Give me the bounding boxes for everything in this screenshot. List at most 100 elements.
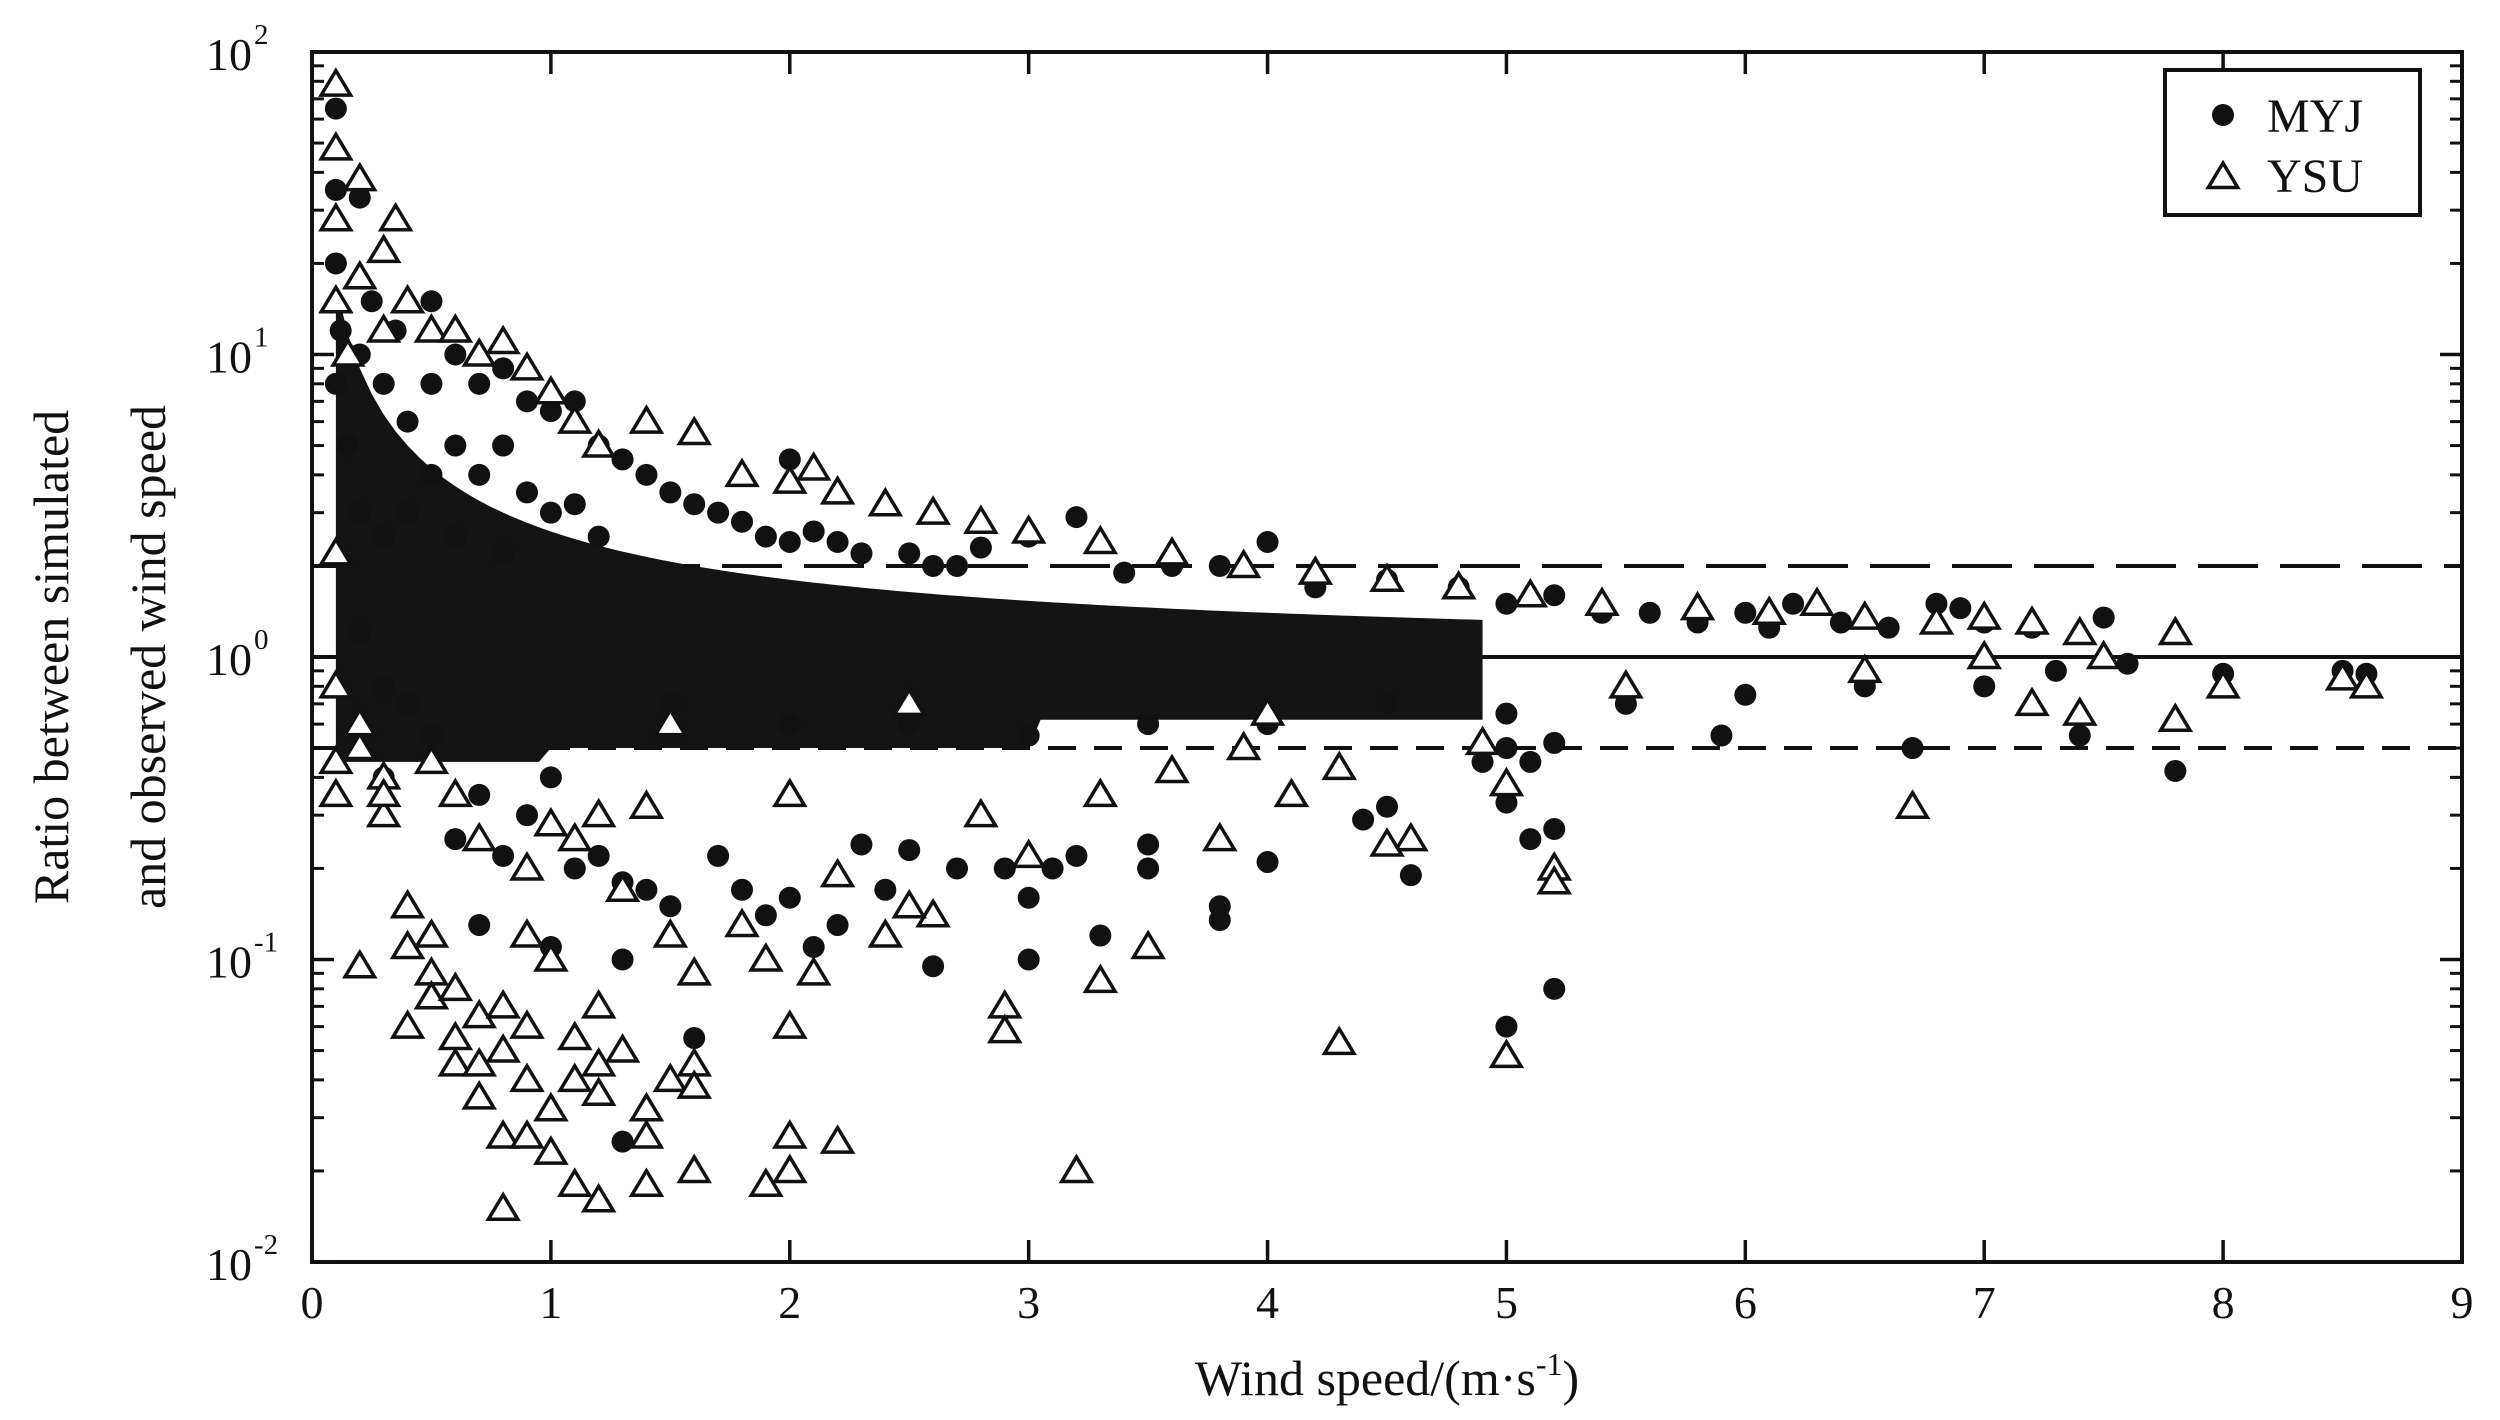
- axis-labels: Wind speed/(m·s-1)Ratio between simulate…: [23, 405, 1579, 1406]
- y-tick-exponent: 1: [254, 322, 269, 354]
- data-point-MYJ: [420, 372, 443, 395]
- data-point-YSU: [437, 971, 474, 1002]
- data-point-YSU: [676, 1069, 713, 1099]
- data-point-YSU: [318, 131, 354, 161]
- data-point-YSU: [819, 475, 856, 505]
- data-point-MYJ: [1543, 731, 1566, 754]
- data-point-YSU: [724, 907, 760, 938]
- series-YSU: [318, 67, 2385, 1221]
- y-axis-label-line1: Ratio between simulated: [23, 410, 79, 904]
- data-point-MYJ: [1495, 702, 1518, 725]
- data-point-YSU: [318, 536, 354, 566]
- data-point-YSU: [533, 374, 569, 405]
- data-point-MYJ: [1089, 924, 1112, 947]
- data-point-YSU: [485, 1119, 521, 1149]
- data-point-YSU: [676, 955, 713, 986]
- data-point-YSU: [652, 1062, 689, 1093]
- data-point-MYJ: [778, 713, 801, 736]
- data-point-MYJ: [826, 530, 849, 553]
- data-point-YSU: [652, 706, 689, 737]
- y-tick-label: 10: [206, 332, 252, 383]
- data-point-YSU: [413, 979, 450, 1010]
- data-point-MYJ: [1471, 750, 1494, 773]
- data-point-YSU: [1918, 605, 1955, 635]
- data-point-YSU: [795, 451, 832, 481]
- data-point-YSU: [1249, 696, 1286, 726]
- data-point-MYJ: [1113, 561, 1136, 584]
- data-point-YSU: [1130, 929, 1166, 960]
- data-point-YSU: [628, 1119, 665, 1149]
- data-point-YSU: [556, 1167, 593, 1198]
- data-point-YSU: [1201, 821, 1238, 852]
- data-point-MYJ: [329, 319, 352, 342]
- x-tick-label: 5: [1495, 1277, 1518, 1328]
- data-point-MYJ: [468, 372, 491, 395]
- data-point-YSU: [915, 495, 951, 525]
- data-point-YSU: [389, 1009, 426, 1039]
- data-point-YSU: [509, 1119, 545, 1149]
- data-point-MYJ: [850, 833, 873, 856]
- data-point-MYJ: [539, 766, 562, 789]
- data-point-YSU: [318, 283, 354, 314]
- data-point-MYJ: [659, 481, 682, 504]
- data-point-MYJ: [898, 713, 921, 736]
- legend: MYJ YSU: [2163, 68, 2422, 217]
- data-point-MYJ: [611, 448, 634, 471]
- data-point-YSU: [2157, 615, 2194, 646]
- x-tick-label: 0: [301, 1277, 324, 1328]
- data-point-MYJ: [1137, 713, 1160, 736]
- data-point-YSU: [1225, 730, 1262, 761]
- data-point-MYJ: [1065, 844, 1088, 867]
- data-point-MYJ: [1017, 886, 1040, 909]
- data-point-MYJ: [659, 692, 682, 715]
- data-point-MYJ: [1973, 675, 1996, 698]
- data-point-YSU: [2061, 696, 2098, 726]
- data-point-YSU: [509, 1009, 545, 1039]
- data-point-YSU: [652, 918, 689, 948]
- data-point-MYJ: [802, 935, 825, 958]
- data-point-YSU: [771, 1009, 808, 1039]
- data-point-YSU: [867, 486, 904, 517]
- data-point-YSU: [1799, 586, 1835, 616]
- data-point-MYJ: [731, 878, 753, 901]
- data-point-MYJ: [874, 878, 897, 901]
- dense-point-cloud: [335, 284, 1483, 762]
- data-point-YSU: [580, 1076, 617, 1106]
- x-axis-label-main: Wind speed/(m·s: [1195, 1350, 1536, 1406]
- x-axis-label-exp: -1: [1536, 1346, 1563, 1382]
- data-point-YSU: [1369, 827, 1405, 857]
- data-point-YSU: [389, 888, 426, 919]
- data-point-MYJ: [898, 839, 921, 862]
- data-point-MYJ: [1519, 750, 1542, 773]
- data-point-YSU: [771, 1119, 808, 1149]
- data-point-MYJ: [372, 525, 395, 548]
- data-point-MYJ: [946, 554, 968, 577]
- data-point-YSU: [509, 1062, 545, 1093]
- data-point-MYJ: [444, 525, 467, 548]
- data-point-MYJ: [1352, 808, 1375, 831]
- data-point-YSU: [748, 942, 784, 972]
- data-point-YSU: [771, 1153, 808, 1184]
- data-point-YSU: [676, 415, 713, 446]
- data-point-YSU: [963, 797, 999, 828]
- data-point-YSU: [867, 918, 904, 948]
- data-point-MYJ: [1519, 828, 1542, 851]
- data-point-YSU: [1846, 653, 1883, 684]
- data-point-MYJ: [778, 886, 801, 909]
- data-point-MYJ: [563, 857, 586, 880]
- x-tick-label: 6: [1734, 1277, 1757, 1328]
- data-point-YSU: [1321, 1025, 1358, 1056]
- data-point-YSU: [461, 998, 498, 1029]
- data-point-MYJ: [516, 804, 538, 827]
- data-point-YSU: [341, 259, 378, 290]
- data-point-MYJ: [396, 501, 419, 524]
- data-point-MYJ: [420, 724, 443, 747]
- y-tick-exponent: -1: [254, 927, 278, 959]
- data-point-YSU: [604, 872, 641, 903]
- data-point-YSU: [2205, 668, 2241, 699]
- data-point-YSU: [365, 797, 402, 828]
- data-point-MYJ: [396, 410, 419, 433]
- data-point-YSU: [604, 1033, 641, 1063]
- data-point-YSU: [795, 955, 832, 986]
